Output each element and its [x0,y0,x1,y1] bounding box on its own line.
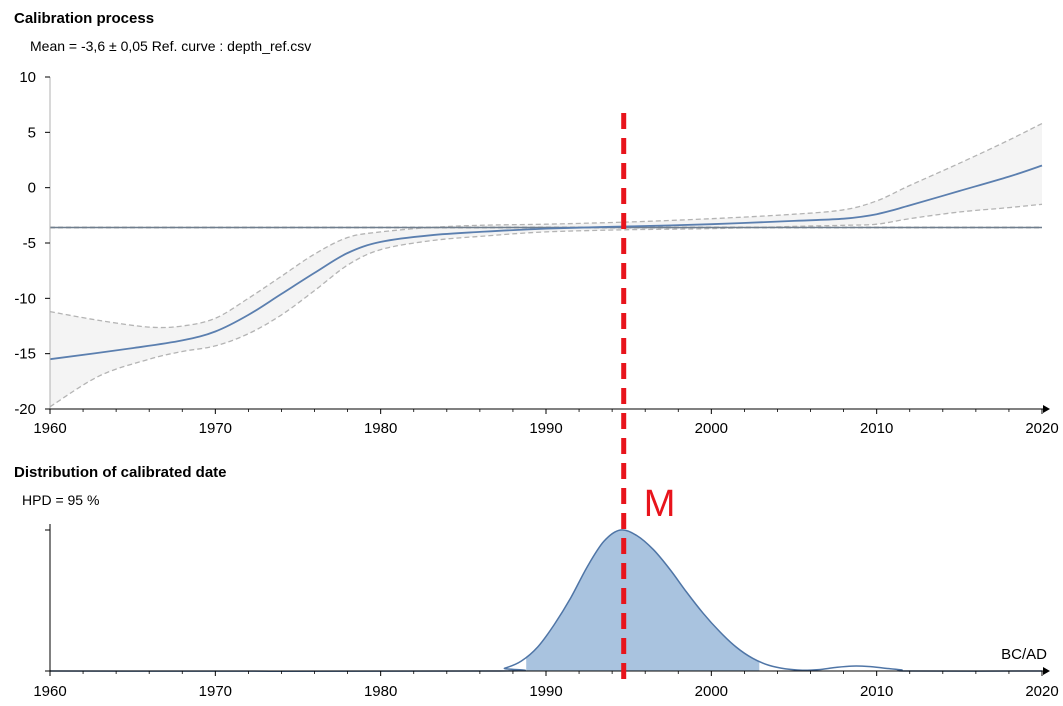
top-y-tick-label: 5 [28,124,36,141]
bottom-x-tick-label: 1980 [364,683,397,700]
bottom-x-tick-label: 2020 [1025,683,1058,700]
density-curve [49,529,1043,672]
bottom-x-axis-arrow [1043,667,1050,675]
marker-layer: M [621,113,676,682]
top-x-axis-arrow [1043,405,1050,413]
confidence-band [50,123,1042,407]
top-y-tick-label: 10 [19,69,36,86]
top-y-tick-label: 0 [28,180,36,197]
calibration-curve [49,164,1043,361]
hpd-area [526,529,760,671]
top-x-tick-label: 1960 [33,420,66,437]
axis-unit-label: BC/AD [1001,646,1047,663]
top-y-tick-label: -10 [14,290,36,307]
top-x-tick-label: 2010 [860,420,893,437]
hpd-label: HPD = 95 % [22,492,100,508]
band-lower-line [49,203,1043,408]
calibration-subtitle: Mean = -3,6 ± 0,05 Ref. curve : depth_re… [30,38,312,54]
bottom-x-tick-label: 1990 [529,683,562,700]
marker-label: M [644,483,676,525]
bottom-x-tick-label: 1970 [199,683,232,700]
bottom-x-tick-label: 1960 [33,683,66,700]
band-upper-line [49,122,1043,329]
top-y-tick-label: -15 [14,346,36,363]
top-x-tick-label: 1990 [529,420,562,437]
calibration-plot: 1960 1970 1980 1990 2000 2010 2020 10 5 0 -5 -10 -15… [14,69,1058,437]
bottom-x-tick-label: 2000 [695,683,728,700]
top-x-tick-label: 1980 [364,420,397,437]
distribution-title: Distribution of calibrated date [14,464,227,481]
bottom-x-tick-label: 2010 [860,683,893,700]
top-x-tick-label: 2020 [1025,420,1058,437]
top-y-tick-label: -5 [23,235,36,252]
distribution-plot: 1960 1970 1980 1990 2000 2010 2020 BC/AD [33,524,1059,700]
top-y-tick-label: -20 [14,401,36,418]
top-x-tick-label: 1970 [199,420,232,437]
calibration-title: Calibration process [14,10,155,27]
top-x-tick-label: 2000 [695,420,728,437]
